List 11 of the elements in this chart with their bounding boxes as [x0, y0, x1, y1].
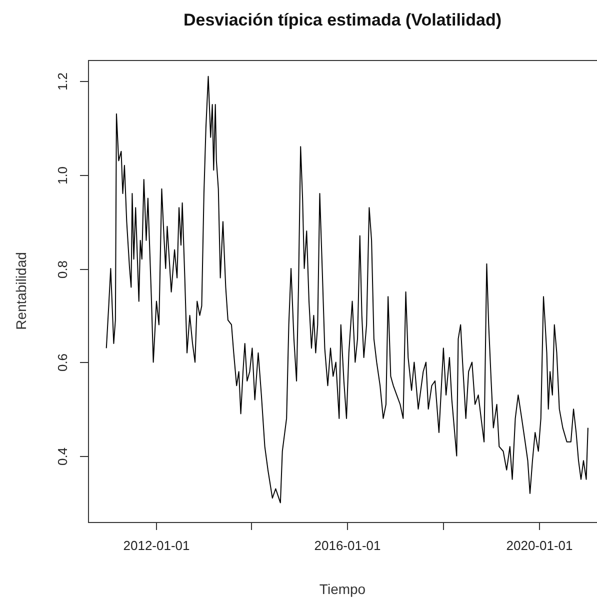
x-tick-label: 2016-01-01: [314, 538, 381, 554]
y-tick-label: 0.4: [55, 447, 70, 466]
y-axis-title: Rentabilidad: [12, 252, 29, 330]
y-tick-label: 1.0: [55, 166, 70, 185]
chart-title: Desviación típica estimada (Volatilidad): [183, 10, 502, 30]
x-axis-title: Tiempo: [319, 580, 366, 597]
y-tick-label: 0.6: [55, 353, 70, 372]
x-tick-label: 2012-01-01: [123, 538, 190, 554]
x-tick-label: 2020-01-01: [506, 538, 573, 554]
y-tick-label: 1.2: [55, 72, 70, 91]
y-tick-label: 0.8: [55, 260, 70, 279]
